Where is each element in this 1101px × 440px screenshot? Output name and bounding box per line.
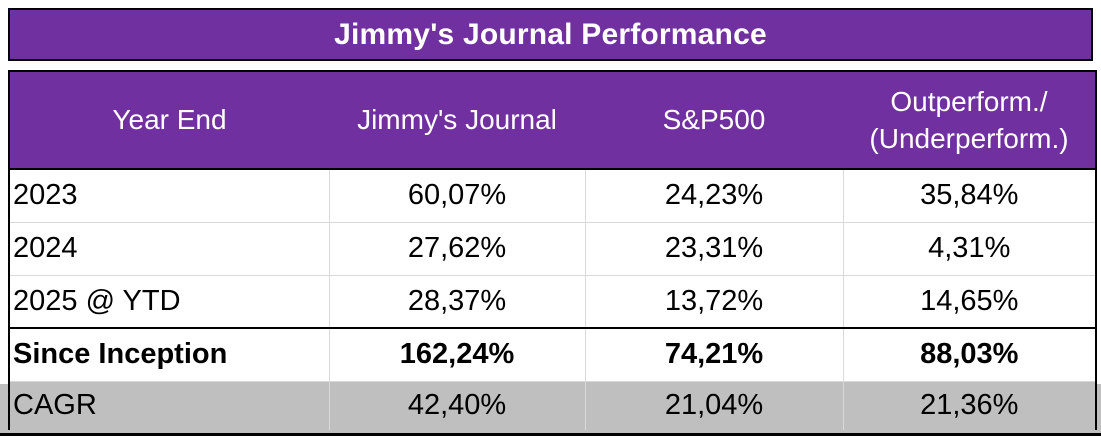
header-year-end: Year End (8, 70, 329, 170)
year-cell: 2025 @ YTD (8, 275, 329, 329)
outperformance-cell: 4,31% (842, 222, 1097, 276)
header-outperformance-line2: (Underperform.) (869, 123, 1069, 154)
header-sp500: S&P500 (585, 70, 843, 170)
table-row-cagr: CAGR 42,40% 21,04% 21,36% (8, 381, 1097, 430)
jimmys-journal-cell: 28,37% (328, 275, 585, 329)
table-title-bar: Jimmy's Journal Performance (8, 8, 1093, 61)
year-cell: 2023 (8, 169, 329, 223)
sp500-cell: 21,04% (584, 381, 843, 430)
jimmys-journal-cell: 162,24% (328, 327, 585, 382)
table-row-2023: 2023 60,07% 24,23% 35,84% (8, 169, 1097, 223)
table-row-2024: 2024 27,62% 23,31% 4,31% (8, 222, 1097, 276)
header-outperformance-line1: Outperform./ (890, 86, 1048, 117)
table-row-since-inception: Since Inception 162,24% 74,21% 88,03% (8, 327, 1097, 382)
header-row: Year End Jimmy's Journal S&P500 Outperfo… (8, 70, 1097, 170)
sp500-cell: 13,72% (584, 275, 843, 329)
jimmys-journal-cell: 42,40% (328, 381, 585, 430)
header-outperformance: Outperform./ (Underperform.) (843, 70, 1097, 170)
outperformance-cell: 21,36% (842, 381, 1097, 430)
sp500-cell: 74,21% (584, 327, 843, 382)
outperformance-cell: 14,65% (842, 275, 1097, 329)
sp500-cell: 23,31% (584, 222, 843, 276)
jimmys-journal-cell: 60,07% (328, 169, 585, 223)
year-cell: Since Inception (8, 327, 329, 382)
table-title: Jimmy's Journal Performance (334, 17, 767, 51)
outperformance-cell: 88,03% (842, 327, 1097, 382)
year-cell: 2024 (8, 222, 329, 276)
jimmys-journal-cell: 27,62% (328, 222, 585, 276)
table-bottom-border (0, 433, 1101, 436)
header-jimmys-journal: Jimmy's Journal (329, 70, 585, 170)
outperformance-cell: 35,84% (842, 169, 1097, 223)
year-cell: CAGR (8, 381, 329, 430)
sp500-cell: 24,23% (584, 169, 843, 223)
performance-table: Year End Jimmy's Journal S&P500 Outperfo… (8, 70, 1097, 430)
table-row-2025-ytd: 2025 @ YTD 28,37% 13,72% 14,65% (8, 275, 1097, 329)
